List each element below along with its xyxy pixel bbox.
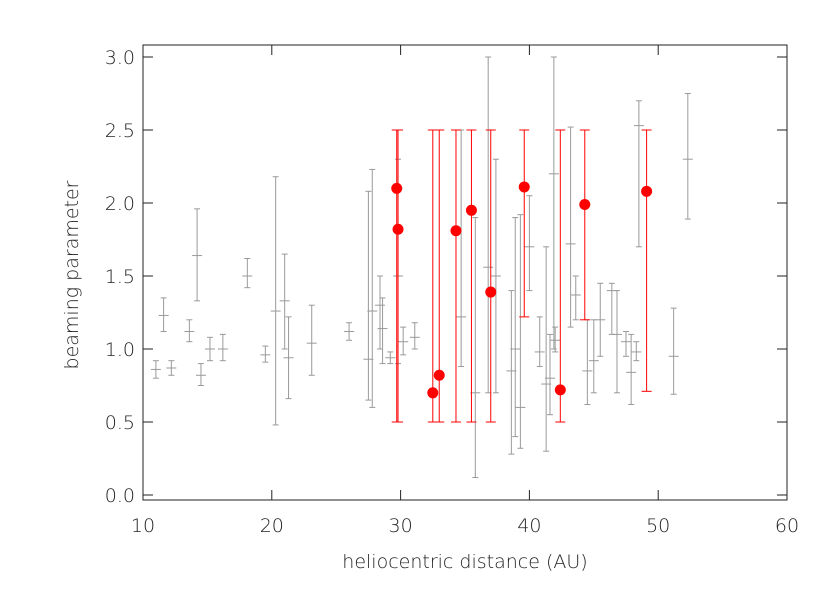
y-tick-label: 0.0 [105, 485, 135, 507]
point [579, 198, 591, 210]
point [450, 225, 462, 237]
y-tick-label: 1.0 [105, 339, 135, 361]
point [392, 223, 404, 235]
point [641, 185, 653, 197]
y-tick-label: 2.5 [105, 120, 135, 142]
x-tick-label: 20 [260, 515, 284, 537]
y-axis-label: beaming parameter [61, 180, 83, 369]
point [518, 181, 530, 193]
point [554, 384, 566, 396]
y-tick-label: 2.0 [105, 193, 135, 215]
x-tick-label: 30 [389, 515, 413, 537]
y-tick-label: 3.0 [105, 47, 135, 69]
x-tick-label: 40 [517, 515, 541, 537]
x-axis-label: heliocentric distance (AU) [342, 551, 587, 573]
point [391, 182, 403, 194]
x-tick-label: 60 [775, 515, 799, 537]
x-tick-label: 10 [131, 515, 155, 537]
y-tick-label: 0.5 [105, 412, 135, 434]
data-layer [150, 56, 693, 478]
point [433, 369, 445, 381]
x-tick-label: 50 [646, 515, 670, 537]
point [427, 387, 439, 399]
plot-frame [142, 44, 788, 501]
point [485, 286, 497, 298]
y-tick-label: 1.5 [105, 266, 135, 288]
point [465, 204, 477, 216]
